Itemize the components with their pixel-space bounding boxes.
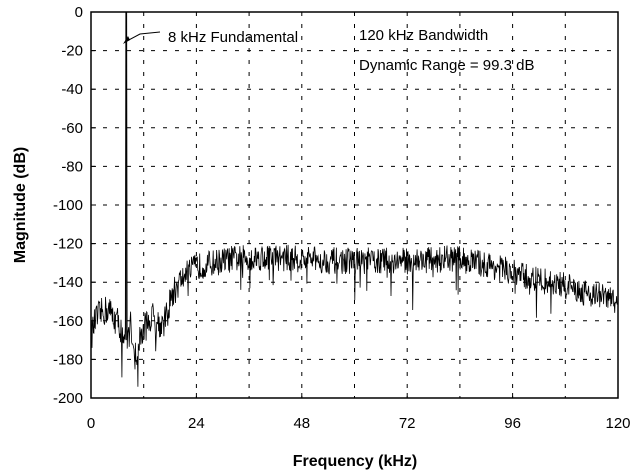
fundamental-arrow	[124, 31, 161, 43]
y-tick-label: -200	[53, 390, 83, 407]
x-tick-label: 96	[504, 415, 521, 432]
y-tick-label: -60	[61, 120, 83, 137]
y-tick-label: -180	[53, 351, 83, 368]
y-axis-label: Magnitude (dB)	[12, 147, 29, 263]
y-tick-label: -100	[53, 197, 83, 214]
y-tick-labels: 0 -20 -40 -60 -80 -100 -120 -140 -160 -180 -200	[53, 4, 96, 407]
bandwidth-label: 120 kHz Bandwidth	[359, 27, 488, 44]
grid-lines	[91, 12, 618, 398]
y-tick-label: -160	[53, 313, 83, 330]
y-tick-label: 0	[75, 4, 83, 21]
y-tick-label: -120	[53, 236, 83, 253]
y-tick-label: -40	[61, 81, 83, 98]
x-axis-label: Frequency (kHz)	[293, 453, 417, 470]
spectrum-line	[90, 11, 618, 387]
fundamental-label: 8 kHz Fundamental	[168, 29, 298, 46]
x-tick-labels: 0 24 48 72 96 120	[87, 393, 631, 432]
x-tick-label: 72	[399, 415, 416, 432]
x-tick-label: 0	[87, 415, 95, 432]
x-tick-label: 120	[605, 415, 630, 432]
y-tick-label: -140	[53, 274, 83, 291]
x-tick-label: 48	[293, 415, 310, 432]
spectrum-trace	[90, 11, 618, 387]
y-tick-label: -80	[61, 158, 83, 175]
y-tick-label: -20	[61, 43, 83, 60]
fundamental-annotation: 8 kHz Fundamental	[123, 29, 298, 46]
x-tick-label: 24	[188, 415, 205, 432]
dynamic-range-label: Dynamic Range = 99.3 dB	[359, 57, 535, 74]
arrow-head	[123, 36, 130, 44]
